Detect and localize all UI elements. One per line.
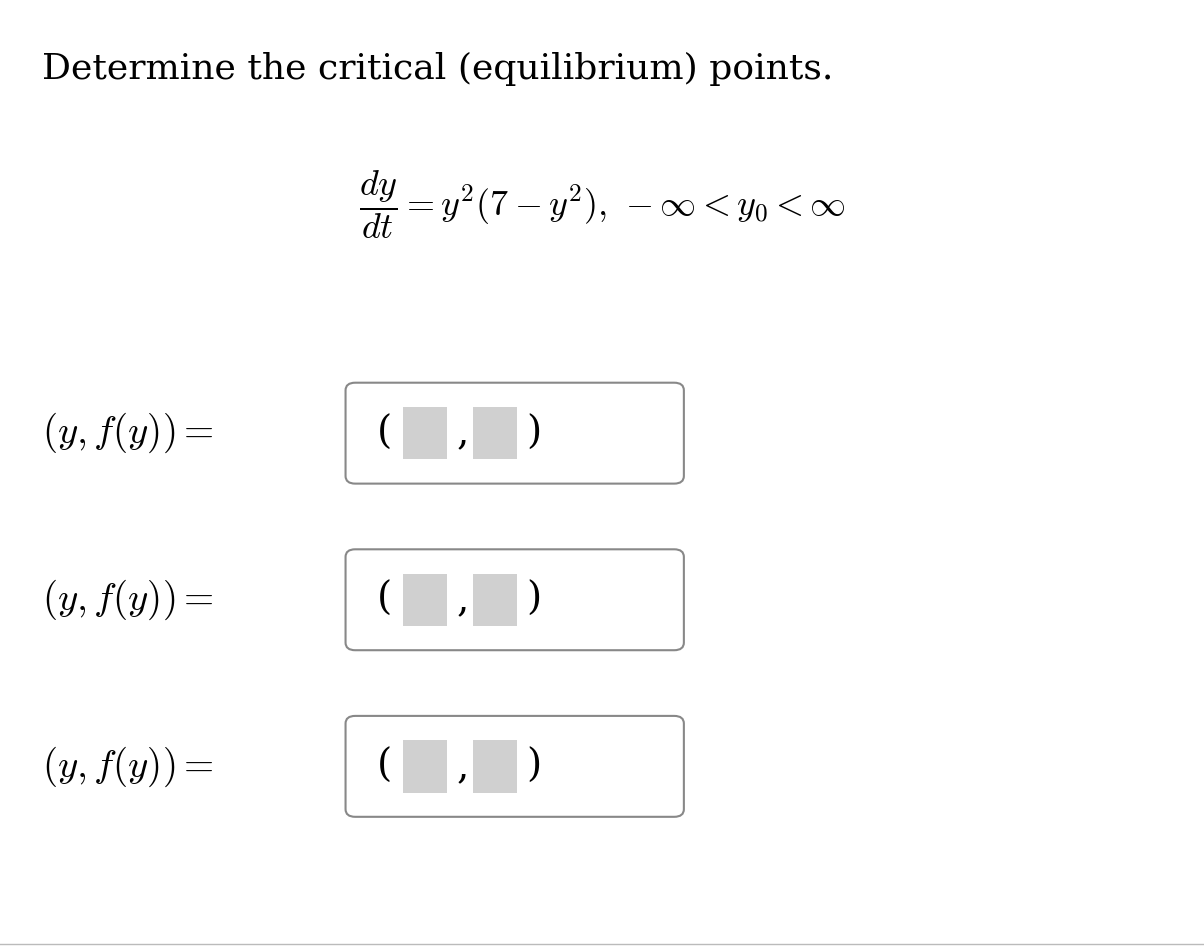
Text: ,: , <box>456 582 468 618</box>
FancyBboxPatch shape <box>346 716 684 817</box>
Text: (: ( <box>377 748 393 784</box>
Text: (: ( <box>377 582 393 618</box>
FancyBboxPatch shape <box>473 573 517 626</box>
Text: $(y, f(y)) = $: $(y, f(y)) = $ <box>42 578 214 622</box>
FancyBboxPatch shape <box>346 383 684 484</box>
Text: $\dfrac{dy}{dt} = y^2(7 - y^2),\,-\infty < y_0 < \infty$: $\dfrac{dy}{dt} = y^2(7 - y^2),\,-\infty… <box>359 169 845 241</box>
Text: (: ( <box>377 415 393 451</box>
FancyBboxPatch shape <box>346 549 684 650</box>
FancyBboxPatch shape <box>403 573 447 626</box>
Text: ,: , <box>456 415 468 451</box>
Text: ): ) <box>526 415 542 451</box>
Text: ,: , <box>456 748 468 784</box>
FancyBboxPatch shape <box>473 741 517 792</box>
Text: ): ) <box>526 748 542 784</box>
Text: $(y, f(y)) = $: $(y, f(y)) = $ <box>42 744 214 788</box>
FancyBboxPatch shape <box>473 407 517 459</box>
Text: ): ) <box>526 582 542 618</box>
Text: $(y, f(y)) = $: $(y, f(y)) = $ <box>42 411 214 455</box>
FancyBboxPatch shape <box>403 407 447 459</box>
FancyBboxPatch shape <box>403 741 447 792</box>
Text: Determine the critical (equilibrium) points.: Determine the critical (equilibrium) poi… <box>42 52 833 87</box>
